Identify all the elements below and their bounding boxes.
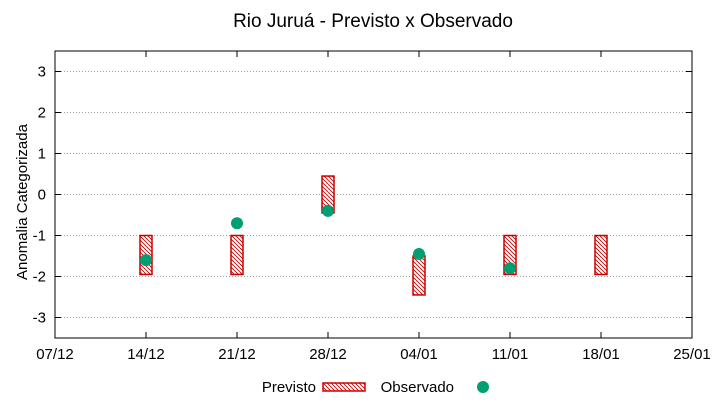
x-tick-label: 28/12 [309,346,347,363]
observed-point [140,254,152,267]
x-tick-label: 07/12 [36,346,74,363]
chart-title: Rio Juruá - Previsto x Observado [233,11,513,32]
observed-point [504,262,516,275]
axis-ticks: 3 2 1 0 -1 -2 -3 07/12 14/12 21/12 28/12 04/01 11/01… [33,51,711,363]
y-tick-label: 0 [38,187,46,204]
x-tick-label: 04/01 [400,346,438,363]
observed-point [322,204,334,217]
data-marks [139,175,608,296]
y-axis-label: Anomalia Categorizada [14,123,31,280]
legend-swatch-previsto [322,382,366,392]
legend: Previsto Observado [262,379,489,396]
y-tick-label: -1 [33,228,46,245]
legend-swatch-observado [477,381,489,393]
y-tick-label: 2 [38,105,46,122]
x-tick-label: 11/01 [492,346,528,363]
legend-label-observado: Observado [381,379,454,396]
y-tick-label: 1 [38,146,46,163]
legend-label-previsto: Previsto [262,379,316,396]
observed-point [231,217,243,230]
forecast-bar [594,234,608,276]
y-tick-label: 3 [38,64,46,81]
x-tick-label: 14/12 [127,346,165,363]
gridlines [55,71,692,318]
forecast-bar [230,234,244,276]
x-tick-label: 18/01 [582,346,620,363]
x-tick-label: 21/12 [218,346,256,363]
y-tick-label: -2 [33,269,46,286]
y-tick-label: -3 [33,310,46,327]
x-tick-label: 25/01 [673,346,711,363]
forecast-bar [412,255,426,296]
observed-point [413,247,425,260]
